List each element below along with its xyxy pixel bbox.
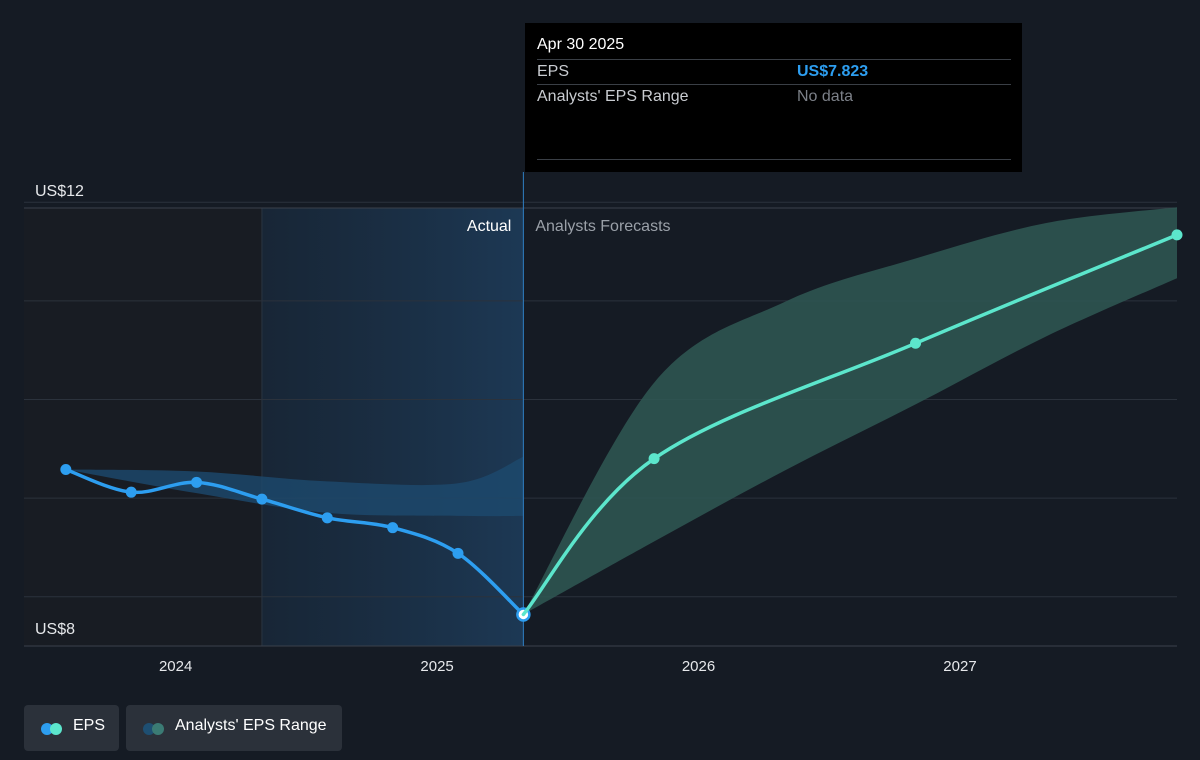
tooltip-range-row: Analysts' EPS Range No data — [537, 84, 1011, 110]
past-region-background — [24, 208, 262, 646]
forecast-label: Analysts Forecasts — [535, 218, 670, 235]
y-label-top: US$12 — [35, 183, 84, 200]
forecast-range-band — [523, 207, 1177, 615]
x-tick-label: 2026 — [682, 658, 715, 675]
tooltip-eps-value: US$7.823 — [797, 63, 869, 80]
eps-legend-icon — [41, 723, 65, 735]
eps-dot-forecast-icon — [50, 723, 62, 735]
range-dot-forecast-icon — [152, 723, 164, 735]
actual-eps-point — [125, 486, 137, 498]
actual-eps-point — [256, 493, 268, 505]
eps-chart: US$12 US$8 Actual Analysts Forecasts 2024 202… — [24, 172, 1183, 675]
tooltip-divider — [537, 159, 1011, 160]
actual-label: Actual — [467, 218, 511, 235]
actual-eps-point — [387, 522, 399, 534]
y-label-bottom: US$8 — [35, 621, 75, 638]
tooltip-panel: Apr 30 2025 EPS US$7.823 Analysts' EPS R… — [525, 23, 1022, 172]
x-tick-label: 2027 — [943, 658, 976, 675]
actual-range-band — [65, 456, 524, 517]
forecast-eps-point — [1171, 229, 1183, 241]
legend-range-button[interactable]: Analysts' EPS Range — [126, 705, 342, 751]
x-tick-label: 2024 — [159, 658, 192, 675]
actual-eps-point — [191, 476, 203, 488]
tooltip-eps-label: EPS — [537, 63, 570, 80]
actual-eps-point — [452, 547, 464, 559]
tooltip-range-label: Analysts' EPS Range — [537, 88, 689, 105]
actual-eps-point — [321, 512, 333, 524]
actual-eps-point — [60, 464, 72, 476]
range-legend-icon — [143, 723, 167, 735]
tooltip-eps-row: EPS US$7.823 — [537, 59, 1011, 85]
x-tick-label: 2025 — [420, 658, 453, 675]
last-year-highlight — [261, 208, 524, 646]
tooltip-range-value: No data — [797, 88, 854, 105]
legend-range-label: Analysts' EPS Range — [175, 717, 327, 734]
forecast-eps-point — [910, 337, 922, 349]
legend-eps-button[interactable]: EPS — [24, 705, 119, 751]
forecast-eps-point — [648, 453, 660, 465]
legend-eps-label: EPS — [73, 717, 106, 734]
tooltip-date: Apr 30 2025 — [537, 36, 625, 53]
forecast-eps-line — [521, 233, 1179, 617]
